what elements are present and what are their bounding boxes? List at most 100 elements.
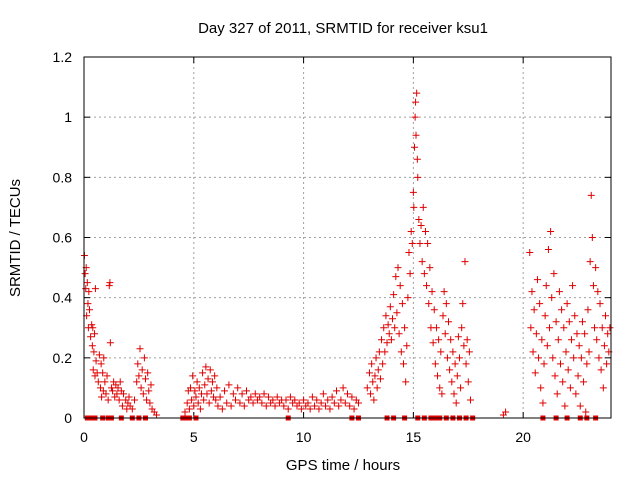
data-point (370, 396, 378, 404)
data-point (99, 369, 107, 377)
y-tick-label: 0.6 (53, 230, 73, 246)
data-point (549, 354, 557, 362)
data-point (449, 348, 457, 356)
data-point (528, 288, 536, 296)
data-point (543, 342, 551, 350)
data-point (589, 282, 597, 290)
data-point (152, 411, 160, 419)
data-point (602, 312, 610, 320)
data-point (300, 396, 308, 404)
data-point (428, 288, 436, 296)
data-point (553, 390, 561, 398)
data-point (461, 258, 469, 266)
y-tick-label: 1.2 (53, 49, 73, 65)
data-point (393, 309, 401, 317)
data-point (269, 396, 277, 404)
data-point (346, 402, 354, 410)
y-tick-label: 0.2 (53, 350, 73, 366)
data-point (548, 294, 556, 302)
y-tick-label: 0.8 (53, 169, 73, 185)
data-point (396, 282, 404, 290)
data-point (591, 324, 599, 332)
data-point (530, 306, 538, 314)
data-point (413, 155, 421, 163)
data-point (135, 372, 143, 380)
data-point (426, 264, 434, 272)
data-point (558, 306, 566, 314)
data-point (109, 387, 117, 395)
data-point (203, 390, 211, 398)
data-point (439, 312, 447, 320)
data-point (247, 393, 255, 401)
x-tick-label: 5 (190, 429, 198, 445)
data-point (416, 240, 424, 248)
data-point (418, 258, 426, 266)
data-point (102, 390, 110, 398)
data-point (464, 378, 472, 386)
data-point (441, 330, 449, 338)
data-point (200, 396, 208, 404)
data-point (319, 390, 327, 398)
data-point (249, 399, 257, 407)
data-point (326, 405, 334, 413)
data-point (264, 393, 272, 401)
data-point (196, 405, 204, 413)
data-point (295, 399, 303, 407)
data-point (567, 336, 575, 344)
data-point (580, 378, 588, 386)
data-point (256, 393, 264, 401)
data-point (207, 387, 215, 395)
data-point (96, 384, 104, 392)
data-point (106, 339, 114, 347)
data-point (584, 306, 592, 314)
data-point (384, 321, 392, 329)
data-point (373, 384, 381, 392)
data-point (324, 396, 332, 404)
data-point (333, 387, 341, 395)
data-point (386, 303, 394, 311)
data-point (440, 288, 448, 296)
data-point (120, 390, 128, 398)
data-point (328, 393, 336, 401)
x-axis-title: GPS time / hours (286, 457, 400, 474)
data-point (365, 369, 373, 377)
data-point (227, 402, 235, 410)
data-point (367, 390, 375, 398)
data-point (443, 354, 451, 362)
data-point (286, 393, 294, 401)
data-point (442, 300, 450, 308)
axis-ticks (83, 56, 611, 419)
data-point (136, 345, 144, 353)
data-point (341, 399, 349, 407)
data-point (417, 221, 425, 229)
data-point (240, 402, 248, 410)
data-point (183, 399, 191, 407)
data-point (89, 366, 97, 374)
data-point (223, 399, 231, 407)
data-point (204, 375, 212, 383)
data-point (465, 348, 473, 356)
data-point (586, 258, 594, 266)
data-point (229, 390, 237, 398)
data-point (84, 300, 92, 308)
data-point (201, 381, 209, 389)
data-point (603, 360, 611, 368)
data-point (106, 279, 114, 287)
data-point (188, 396, 196, 404)
plot-frame (83, 56, 612, 419)
data-point (97, 360, 105, 368)
data-point (376, 375, 384, 383)
data-point (541, 312, 549, 320)
data-point (445, 318, 453, 326)
data-point (538, 336, 546, 344)
data-point (385, 330, 393, 338)
data-point (583, 360, 591, 368)
data-point (389, 315, 397, 323)
data-point (100, 354, 108, 362)
data-point (457, 384, 465, 392)
data-point (144, 369, 152, 377)
data-point (91, 285, 99, 293)
data-point (502, 408, 510, 416)
data-point (459, 300, 467, 308)
